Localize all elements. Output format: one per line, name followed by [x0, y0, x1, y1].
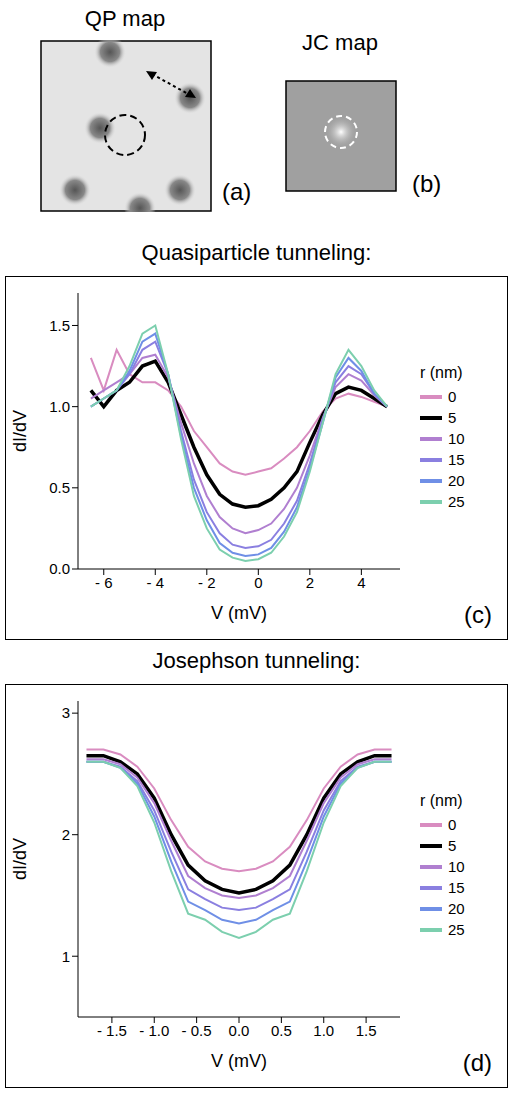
html-text:20: 20 — [448, 900, 465, 917]
svg-text:dI/dV: dI/dV — [10, 838, 30, 880]
html-text:15: 15 — [448, 451, 465, 468]
svg-text:3: 3 — [62, 704, 70, 721]
svg-text:0.0: 0.0 — [229, 1022, 250, 1039]
html-text:10: 10 — [448, 430, 465, 447]
html-text:25: 25 — [448, 921, 465, 938]
svg-text:V (mV): V (mV) — [211, 603, 267, 623]
svg-text:1.5: 1.5 — [356, 1022, 377, 1039]
svg-text:1.0: 1.0 — [313, 1022, 334, 1039]
svg-text:- 1.0: - 1.0 — [139, 1022, 169, 1039]
html-text:QP map: QP map — [84, 6, 166, 31]
svg-text:- 1.5: - 1.5 — [97, 1022, 127, 1039]
svg-text:- 4: - 4 — [147, 574, 165, 591]
svg-text:0.5: 0.5 — [49, 479, 70, 496]
html-text:5: 5 — [448, 409, 457, 426]
svg-text:1.0: 1.0 — [49, 398, 70, 415]
svg-text:0: 0 — [254, 574, 262, 591]
svg-text:- 2: - 2 — [198, 574, 216, 591]
html-text:(d): (d) — [462, 1049, 492, 1076]
html-text:25: 25 — [448, 493, 465, 510]
svg-text:dI/dV: dI/dV — [10, 410, 30, 452]
html-text:(a): (a) — [222, 178, 252, 205]
svg-text:0.0: 0.0 — [49, 560, 70, 577]
html-text:Josephson tunneling:: Josephson tunneling: — [152, 648, 361, 673]
html-text:r (nm): r (nm) — [420, 364, 463, 381]
html-text:Quasiparticle tunneling:: Quasiparticle tunneling: — [141, 240, 372, 265]
svg-text:V (mV): V (mV) — [211, 1051, 267, 1071]
html-text:0: 0 — [448, 388, 457, 405]
html-text:(b): (b) — [412, 170, 442, 197]
html-text:JC map: JC map — [302, 30, 378, 55]
html-text:5: 5 — [448, 837, 457, 854]
html-text:20: 20 — [448, 472, 465, 489]
svg-text:2: 2 — [62, 826, 70, 843]
svg-text:1.5: 1.5 — [49, 317, 70, 334]
svg-text:- 0.5: - 0.5 — [182, 1022, 212, 1039]
svg-text:0.5: 0.5 — [271, 1022, 292, 1039]
html-text:r (nm): r (nm) — [420, 792, 463, 809]
html-text:15: 15 — [448, 879, 465, 896]
svg-text:2: 2 — [306, 574, 314, 591]
html-text:10: 10 — [448, 858, 465, 875]
svg-text:- 6: - 6 — [95, 574, 113, 591]
svg-text:1: 1 — [62, 948, 70, 965]
svg-text:4: 4 — [357, 574, 365, 591]
html-text:(c): (c) — [464, 601, 492, 628]
html-text:0: 0 — [448, 816, 457, 833]
